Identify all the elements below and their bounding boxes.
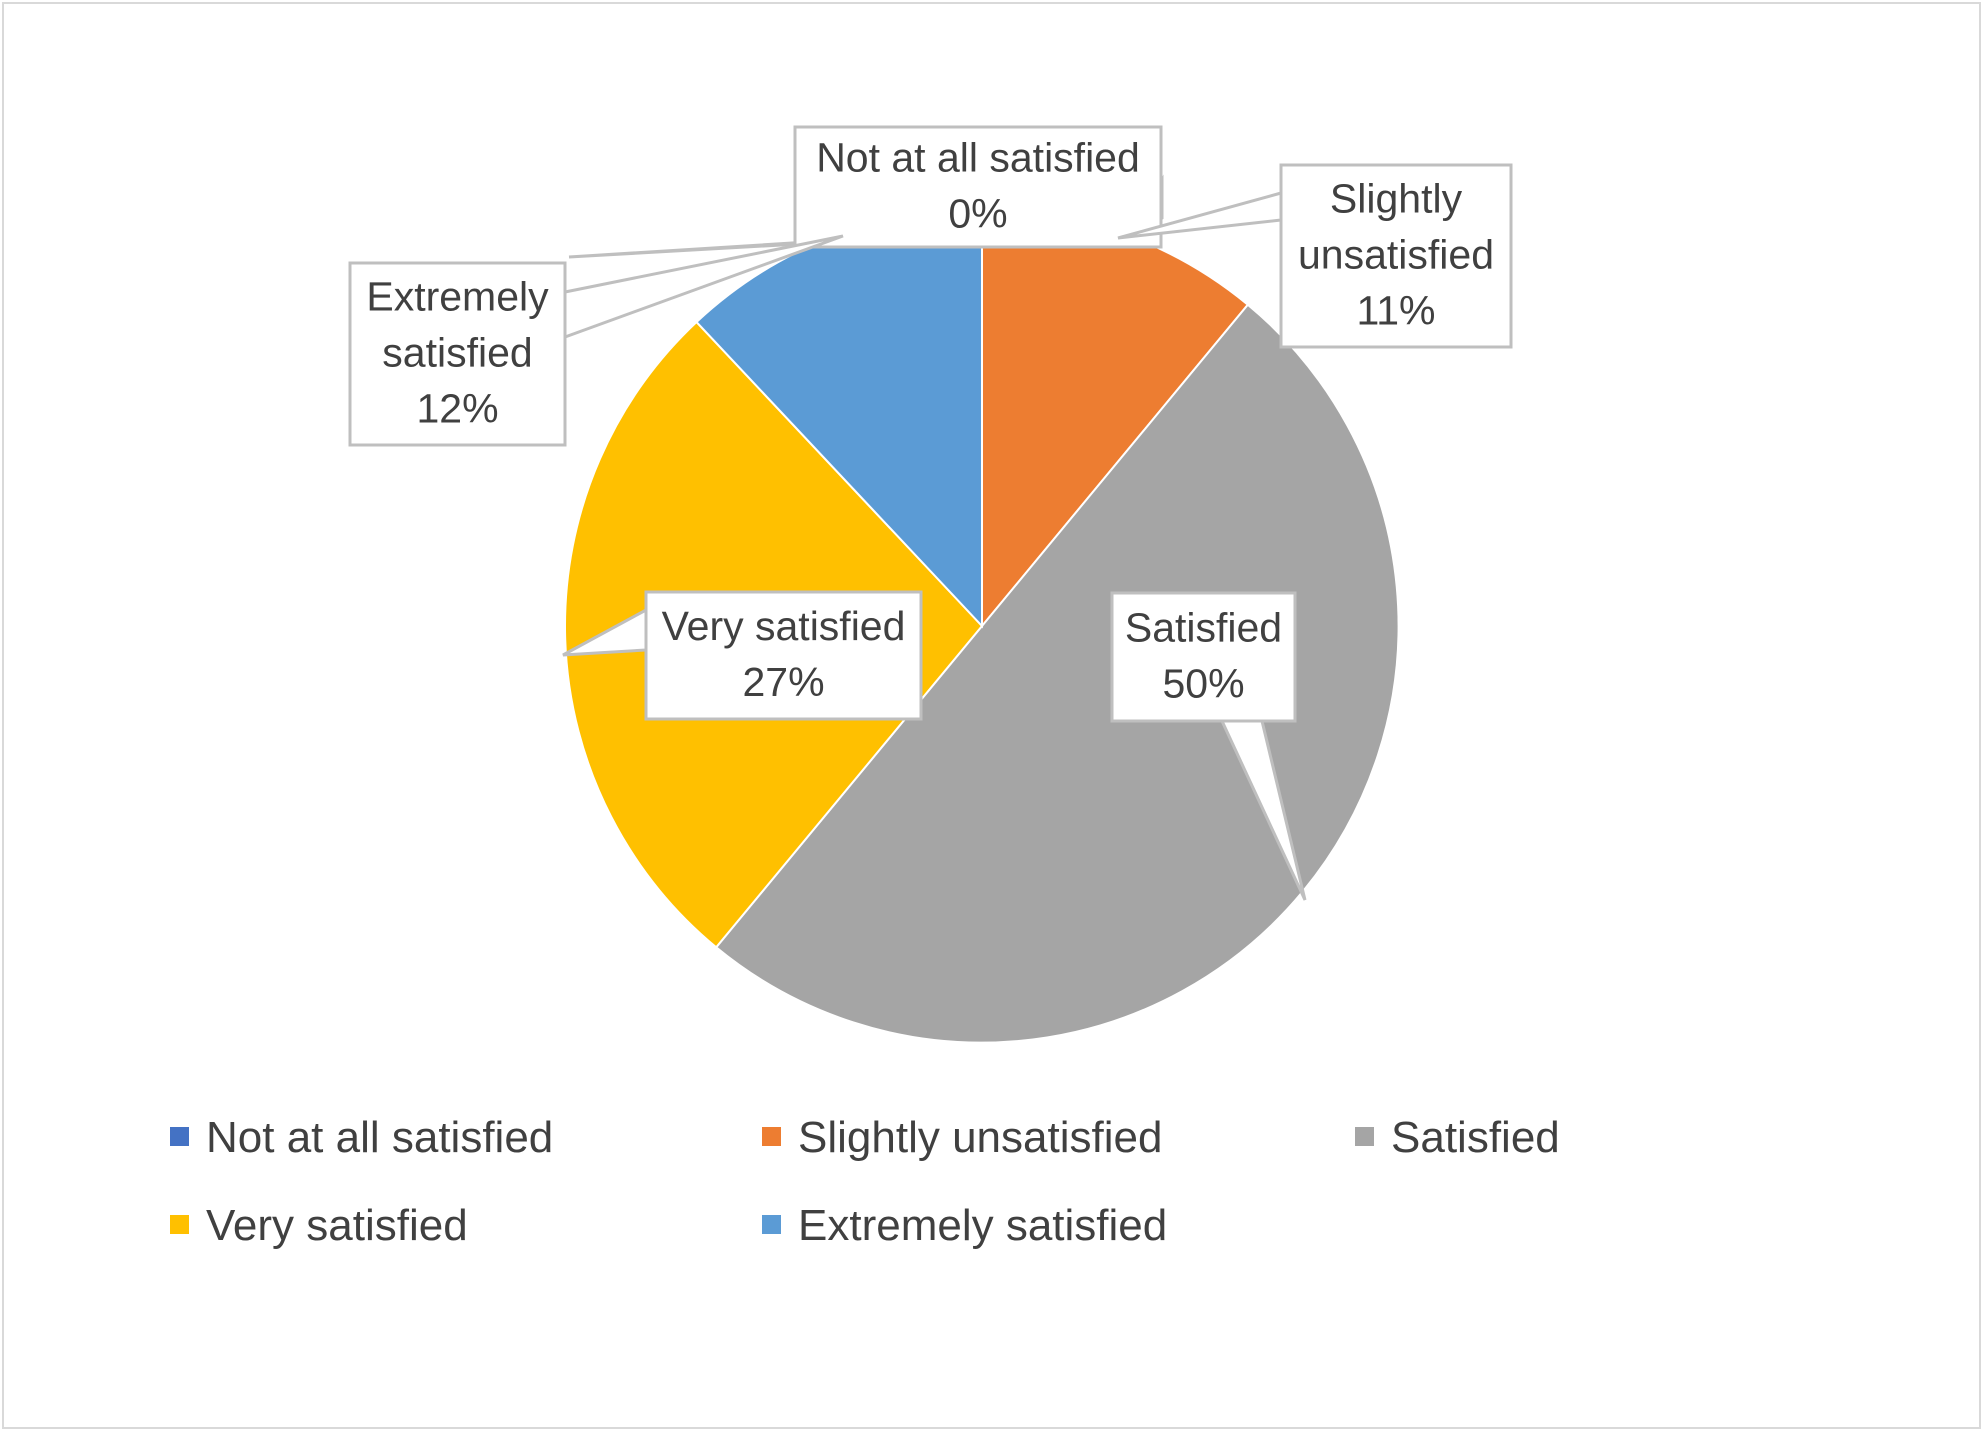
legend-item-slightly-unsatisfied: Slightly unsatisfied	[762, 1113, 1162, 1162]
legend-swatch	[170, 1127, 189, 1146]
data-label-box	[644, 590, 923, 721]
legend-label: Not at all satisfied	[206, 1113, 553, 1162]
data-label-value: 11%	[1356, 287, 1435, 333]
data-label-category: satisfied	[382, 329, 532, 375]
legend-swatch	[1355, 1127, 1374, 1146]
legend-label: Slightly unsatisfied	[798, 1113, 1162, 1162]
legend-label: Extremely satisfied	[798, 1201, 1167, 1250]
data-label-value: 0%	[948, 190, 1007, 236]
data-label-box	[1110, 591, 1297, 723]
legend: Not at all satisfied Slightly unsatisfied…	[170, 1113, 1560, 1250]
data-label-box	[348, 261, 567, 447]
data-label-box	[793, 125, 1163, 249]
data-label-category: Very satisfied	[662, 603, 906, 649]
data-label-very-satisfied: Very satisfied 27%	[562, 590, 923, 721]
legend-swatch	[762, 1127, 781, 1146]
data-label-satisfied: Satisfied 50%	[1110, 591, 1307, 901]
legend-item-satisfied: Satisfied	[1355, 1113, 1560, 1162]
legend-label: Satisfied	[1391, 1113, 1560, 1162]
data-label-category: Extremely	[366, 273, 549, 319]
data-label-category: Satisfied	[1125, 604, 1282, 650]
data-label-category: Not at all satisfied	[816, 134, 1140, 180]
legend-item-extremely-satisfied: Extremely satisfied	[762, 1201, 1167, 1250]
data-label-value: 27%	[742, 659, 824, 705]
legend-label: Very satisfied	[206, 1201, 468, 1250]
data-label-slightly-unsatisfied: Slightly unsatisfied 11%	[1117, 163, 1513, 349]
legend-item-not-at-all-satisfied: Not at all satisfied	[170, 1113, 553, 1162]
data-label-not-at-all-satisfied: Not at all satisfied 0%	[568, 125, 1164, 259]
data-label-callouts: Not at all satisfied 0% Slightly unsatisfie…	[348, 125, 1513, 901]
data-label-value: 50%	[1162, 660, 1244, 706]
data-label-category: Slightly	[1330, 175, 1463, 221]
legend-swatch	[170, 1215, 189, 1234]
legend-item-very-satisfied: Very satisfied	[170, 1201, 468, 1250]
legend-swatch	[762, 1215, 781, 1234]
data-label-category: unsatisfied	[1298, 231, 1494, 277]
data-label-box	[1279, 163, 1513, 349]
data-label-value: 12%	[416, 385, 498, 431]
data-label-extremely-satisfied: Extremely satisfied 12%	[348, 234, 844, 447]
